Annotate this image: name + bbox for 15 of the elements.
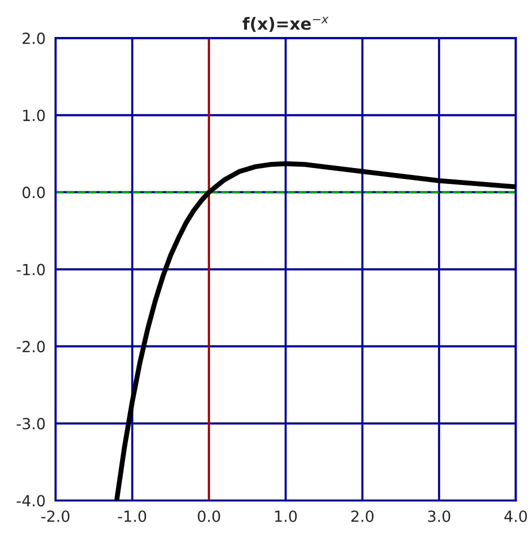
chart-title: f(x)=xe$^{−x}$ (242, 16, 329, 32)
x-tick-label: 4.0 (504, 510, 527, 522)
y-tick-label: -2.0 (16, 340, 45, 352)
y-tick-label: -3.0 (16, 418, 45, 430)
y-tick-label: 0.0 (22, 186, 45, 198)
y-tick-label: -4.0 (16, 494, 45, 506)
x-tick-label: -2.0 (41, 510, 70, 522)
y-tick-label: 2.0 (22, 32, 45, 44)
x-tick-label: 0.0 (198, 510, 220, 522)
x-tick-label: -1.0 (118, 510, 146, 522)
x-tick-label: 3.0 (428, 510, 450, 522)
y-tick-label: 1.0 (23, 110, 45, 122)
y-tick-label: -1.0 (16, 264, 45, 276)
x-tick-label: 2.0 (351, 510, 374, 522)
x-tick-label: 1.0 (275, 510, 297, 522)
